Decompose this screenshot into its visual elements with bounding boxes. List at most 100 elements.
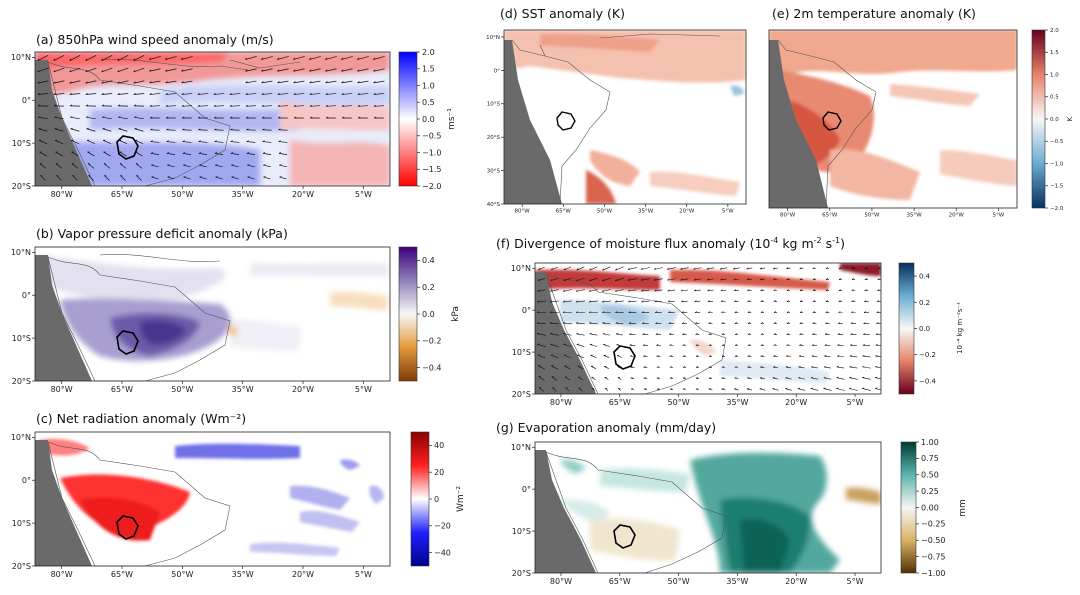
panel-c-lat-tick: 10°N	[11, 433, 31, 442]
wind-vector-head	[773, 289, 776, 291]
wind-vector-head	[747, 300, 750, 302]
panel-f-colorbar-tick: 0.4	[919, 273, 931, 281]
wind-vector-head	[261, 57, 264, 60]
wind-vector-head	[56, 175, 59, 177]
wind-vector-head	[37, 81, 40, 84]
wind-vector	[706, 267, 715, 270]
panel-e-colorbar-tick: −0.5	[1050, 139, 1064, 145]
wind-vector	[721, 388, 726, 391]
wind-vector-head	[263, 176, 266, 178]
wind-vector	[181, 93, 193, 95]
wind-vector	[759, 388, 766, 391]
wind-vector	[373, 80, 385, 84]
wind-vector	[810, 377, 819, 380]
panel-a-colorbar-label: ms⁻¹	[447, 108, 457, 130]
wind-vector-head	[838, 278, 841, 281]
wind-vector-head	[601, 300, 605, 303]
panel-g: (g) Evaporation anomaly (mm/day) 80°W 65°…	[496, 420, 968, 586]
wind-vector-head	[198, 116, 201, 119]
wind-vector-head	[341, 69, 344, 72]
wind-vector	[149, 105, 161, 107]
wind-vector-head	[150, 152, 154, 154]
panel-c-lon-tick: 80°W	[51, 570, 73, 579]
panel-e-lon-tick: 20°W	[949, 213, 965, 219]
wind-vector-head	[85, 81, 88, 84]
wind-vector-head	[85, 104, 89, 107]
panel-b-lon-tick: 35°W	[232, 385, 254, 394]
panel-d-lon-tick: 50°W	[597, 209, 613, 215]
wind-vector	[654, 278, 663, 281]
wind-vector	[667, 289, 676, 292]
wind-vector-head	[182, 140, 185, 142]
wind-vector	[537, 300, 546, 303]
wind-vector	[563, 322, 572, 325]
wind-vector-head	[799, 322, 802, 324]
wind-vector-head	[707, 278, 710, 281]
wind-vector-head	[836, 387, 839, 389]
wind-vector-head	[708, 355, 712, 357]
wind-vector-head	[773, 333, 776, 335]
wind-vector-head	[562, 321, 566, 324]
wind-vector-head	[133, 70, 136, 73]
wind-vector	[707, 300, 714, 303]
wind-vector	[849, 366, 858, 369]
wind-vector-head	[246, 116, 249, 119]
wind-vector-head	[602, 332, 606, 335]
wind-vector-head	[53, 104, 57, 107]
wind-vector-head	[838, 289, 841, 291]
wind-vector	[799, 267, 804, 270]
wind-vector	[603, 344, 610, 347]
wind-vector	[149, 56, 161, 60]
wind-vector-head	[215, 164, 218, 166]
wind-vector-head	[214, 128, 217, 131]
wind-vector	[746, 388, 753, 391]
wind-vector-head	[550, 332, 553, 335]
wind-vector-head	[786, 267, 789, 270]
wind-vector-head	[373, 57, 376, 60]
wind-vector	[197, 93, 209, 95]
wind-vector-head	[341, 81, 344, 84]
wind-vector-head	[198, 128, 201, 131]
panel-a-colorbar-tick: 2.0	[422, 48, 435, 57]
panel-f-title: (f) Divergence of moisture flux anomaly …	[496, 236, 845, 251]
wind-vector	[245, 68, 257, 72]
wind-vector	[641, 278, 650, 281]
wind-vector	[373, 93, 385, 95]
wind-vector-head	[862, 365, 865, 368]
panel-c-title: (c) Net radiation anomaly (Wm⁻²)	[36, 411, 246, 426]
wind-vector-head	[773, 322, 777, 324]
panel-d-lon-tick: 65°W	[556, 209, 572, 215]
wind-vector-head	[786, 355, 789, 357]
wind-vector	[165, 105, 177, 107]
wind-vector	[263, 176, 271, 180]
wind-vector	[70, 116, 80, 120]
wind-vector-head	[668, 311, 671, 313]
wind-vector	[785, 366, 792, 369]
wind-vector-head	[117, 70, 120, 73]
wind-vector-head	[721, 333, 725, 335]
wind-vector-head	[798, 366, 801, 368]
wind-vector-head	[875, 365, 878, 368]
wind-vector	[628, 300, 637, 303]
wind-vector	[181, 68, 193, 72]
wind-vector	[681, 300, 688, 303]
panel-a-colorbar-tick: −1.0	[422, 148, 441, 157]
wind-vector	[229, 93, 241, 95]
wind-vector	[165, 93, 177, 95]
wind-vector-head	[850, 344, 853, 346]
wind-vector-head	[537, 278, 540, 281]
wind-vector-head	[786, 300, 789, 302]
wind-vector	[118, 116, 128, 120]
panel-a-lon-tick: 35°W	[232, 190, 254, 199]
wind-vector-head	[373, 93, 376, 95]
wind-vector	[135, 163, 143, 169]
wind-vector-head	[536, 321, 540, 324]
wind-vector	[707, 278, 714, 281]
wind-vector	[214, 141, 224, 143]
wind-vector-head	[37, 58, 40, 61]
wind-vector-head	[760, 300, 763, 302]
wind-vector-head	[230, 140, 233, 142]
wind-vector-head	[680, 278, 683, 281]
wind-vector-head	[681, 311, 684, 313]
wind-vector-head	[799, 278, 802, 281]
